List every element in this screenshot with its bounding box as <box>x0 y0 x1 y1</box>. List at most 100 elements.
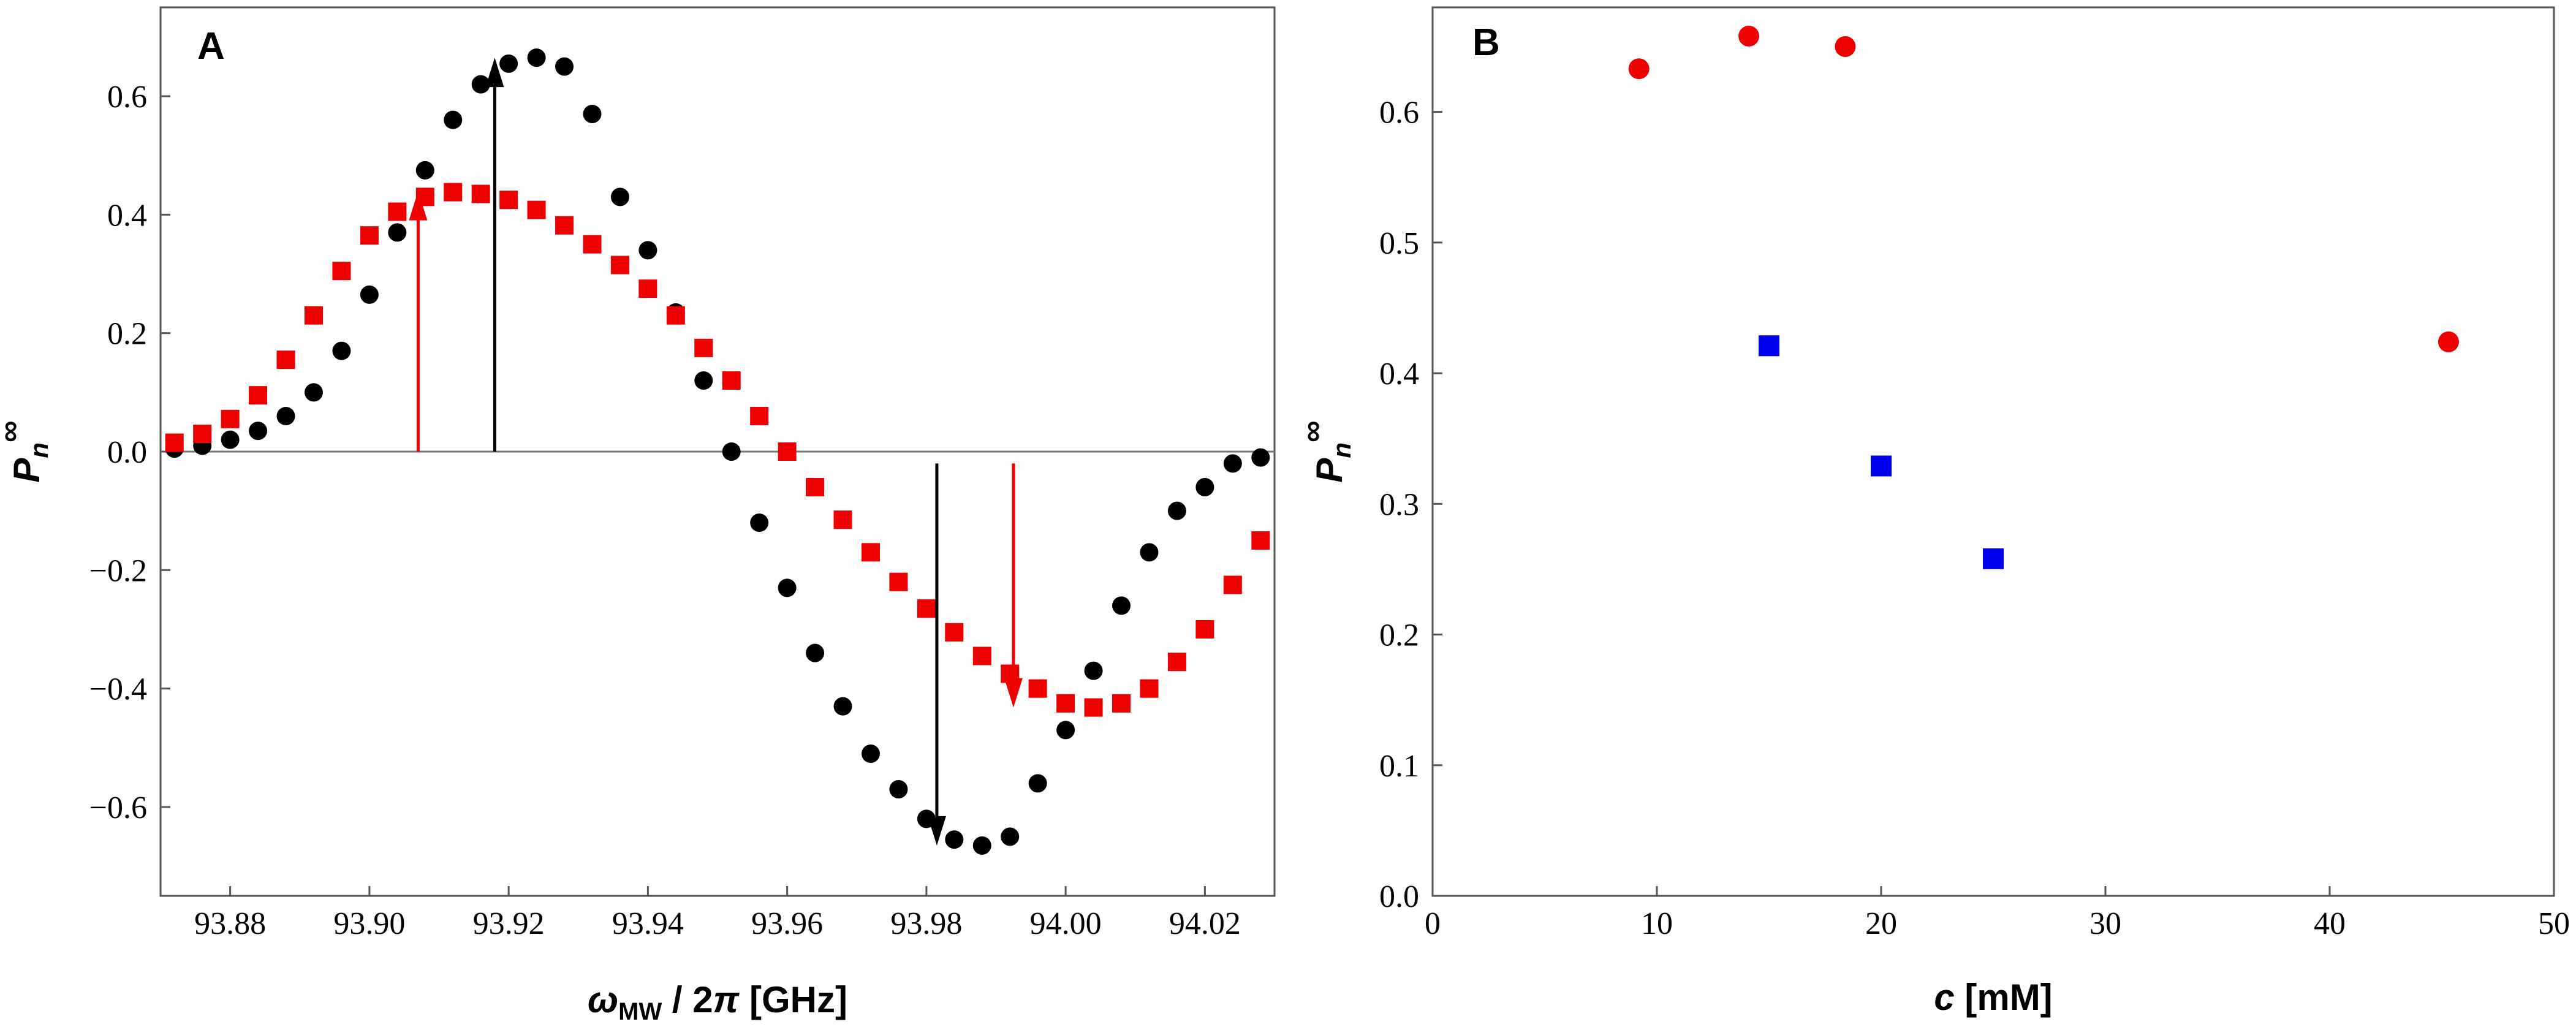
data-point-square <box>332 262 351 281</box>
panel-a-x-axis-title: ωMW / 2π [GHz] <box>588 979 847 1025</box>
data-point-square <box>861 543 880 562</box>
data-point-circle <box>1738 25 1760 47</box>
data-point-circle <box>2438 331 2459 352</box>
x-title-unit: [mM] <box>1955 977 2053 1018</box>
y-tick-label: −0.4 <box>89 672 147 707</box>
data-point-circle <box>694 371 713 390</box>
panel-b-y-ticks: 0.0 0.1 0.2 0.3 0.4 0.5 0.6 <box>1379 96 1442 914</box>
data-point-circle <box>360 285 379 304</box>
panel-a-label: A <box>197 25 225 67</box>
panel-a: 93.88 93.90 93.92 93.94 93.96 93.98 94.00 94.02… <box>0 6 1276 1025</box>
y-tick-label: 0.2 <box>1379 618 1419 653</box>
y-tick-label: 0.0 <box>107 435 147 470</box>
arrow-head <box>1004 678 1023 708</box>
data-point-square <box>1223 575 1242 594</box>
y-tick-label: 0.4 <box>1379 357 1419 392</box>
data-point-square <box>917 599 936 618</box>
y-tick-label: −0.2 <box>89 553 147 588</box>
data-point-square <box>638 279 657 298</box>
data-point-circle <box>1835 36 1856 57</box>
data-point-circle <box>555 57 574 76</box>
y-tick-label: 0.3 <box>1379 487 1419 522</box>
y-title-sup: ∞ <box>1295 420 1329 442</box>
data-point-circle <box>249 422 268 441</box>
data-point-square <box>722 371 741 390</box>
data-point-square <box>583 235 602 254</box>
data-point-circle <box>722 442 741 461</box>
data-point-circle <box>221 430 240 449</box>
data-point-circle <box>889 780 908 798</box>
panel-a-x-ticks: 93.88 93.90 93.92 93.94 93.96 93.98 94.00 94.02 <box>194 886 1241 941</box>
data-point-square <box>1251 531 1270 550</box>
data-point-circle <box>527 48 546 67</box>
data-point-square <box>666 306 685 325</box>
y-tick-label: 0.6 <box>107 80 147 115</box>
panel-b-x-ticks: 0 10 20 30 40 50 <box>1425 886 2570 941</box>
y-tick-label: 0.6 <box>1379 96 1419 131</box>
panel-a-arrows <box>409 58 1023 846</box>
data-point-square <box>1112 694 1131 713</box>
data-point-square <box>360 226 379 245</box>
x-title-sub: MW <box>618 998 662 1025</box>
x-tick-label: 94.00 <box>1030 906 1102 941</box>
x-tick-label: 0 <box>1425 906 1441 941</box>
x-tick-label: 10 <box>1641 906 1673 941</box>
data-point-square <box>1195 620 1214 639</box>
data-point-circle <box>1195 478 1214 496</box>
data-point-square <box>945 623 964 642</box>
data-point-square <box>555 216 574 235</box>
x-tick-label: 40 <box>2314 906 2346 941</box>
data-point-square <box>499 191 518 210</box>
data-point-square <box>1140 679 1159 698</box>
data-point-circle <box>1084 661 1103 680</box>
x-title-unit: [GHz] <box>739 979 847 1020</box>
x-tick-label: 20 <box>1865 906 1897 941</box>
data-point-circle <box>444 110 463 129</box>
y-tick-label: 0.1 <box>1379 749 1419 784</box>
x-title-omega: ω <box>588 979 618 1020</box>
data-point-circle <box>833 697 852 716</box>
data-point-square <box>221 409 240 428</box>
data-point-square <box>444 183 463 202</box>
data-point-circle <box>1167 501 1186 520</box>
x-tick-label: 93.92 <box>473 906 545 941</box>
data-point-square <box>249 386 268 405</box>
data-point-circle <box>1001 827 1020 846</box>
data-point-circle <box>276 407 295 425</box>
x-tick-label: 30 <box>2089 906 2121 941</box>
panel-b-points <box>1628 25 2459 569</box>
data-point-circle <box>499 54 518 73</box>
data-point-square <box>471 184 490 203</box>
data-point-circle <box>1028 774 1047 793</box>
data-point-circle <box>945 830 964 849</box>
panel-b-frame <box>1431 6 2555 897</box>
data-point-square <box>1084 698 1103 717</box>
x-title-rest: / 2 <box>662 979 713 1020</box>
data-point-circle <box>1056 721 1075 740</box>
x-tick-label: 93.96 <box>751 906 823 941</box>
data-point-square <box>833 510 852 529</box>
panel-b-label: B <box>1472 21 1500 64</box>
data-point-square <box>889 572 908 591</box>
data-point-square <box>276 351 295 369</box>
data-point-circle <box>1112 596 1131 615</box>
data-point-square <box>165 433 184 452</box>
arrow-head <box>409 191 428 221</box>
data-point-square <box>778 442 797 461</box>
data-point-circle <box>806 643 825 662</box>
y-title-base: P <box>1309 458 1350 483</box>
y-tick-label: 0.2 <box>107 317 147 352</box>
data-point-circle <box>778 578 797 597</box>
data-point-square <box>388 202 407 221</box>
x-tick-label: 94.02 <box>1169 906 1241 941</box>
y-tick-label: 0.0 <box>1379 879 1419 914</box>
x-title-pi: π <box>713 979 740 1020</box>
data-point-square <box>1983 548 2004 569</box>
data-point-square <box>1056 694 1075 713</box>
data-point-square <box>972 646 991 665</box>
x-tick-label: 93.94 <box>612 906 684 941</box>
x-tick-label: 93.88 <box>194 906 266 941</box>
data-point-circle <box>1628 58 1650 80</box>
data-point-circle <box>972 836 991 855</box>
